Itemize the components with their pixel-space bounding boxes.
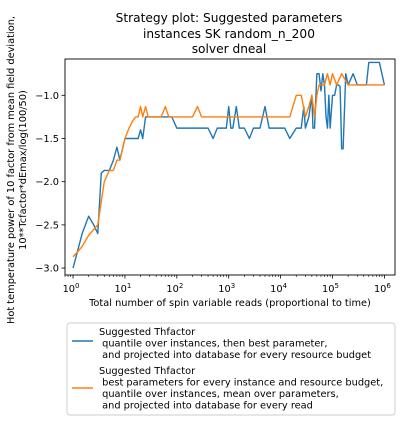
series-lines: [72, 61, 386, 269]
series-line-1: [72, 61, 386, 269]
x-tick-label: 105: [322, 282, 339, 295]
y-axis-label: Hot temperature power of 10 factor from …: [6, 16, 29, 324]
plot-area-frame: [64, 58, 396, 276]
x-axis-label: Total number of spin variable reads (pro…: [88, 298, 371, 309]
legend-box: [66, 322, 396, 416]
legend: Suggested Thfactor quantile over instanc…: [66, 322, 396, 416]
y-tick-label: −2.5: [35, 220, 59, 231]
x-tick-label: 106: [374, 282, 391, 295]
chart-title: Strategy plot: Suggested parameters inst…: [116, 11, 343, 56]
chart-title-line-2: instances SK random_n_200: [143, 27, 315, 41]
y-tick-label: −1.0: [35, 91, 59, 102]
y-tick-label: −1.5: [35, 134, 59, 145]
series-line-2: [72, 72, 385, 258]
chart-title-line-1: Strategy plot: Suggested parameters: [116, 11, 343, 25]
y-tick-label: −3.0: [35, 264, 59, 275]
x-tick-label: 103: [218, 282, 235, 295]
x-tick-label: 101: [114, 282, 131, 295]
y-tick-label: −2.0: [35, 177, 59, 188]
x-tick-label: 100: [63, 282, 80, 295]
y-axis-ticks: −3.0 −2.5 −2.0 −1.5 −1.0: [35, 91, 65, 275]
y-axis-label-line-2: 10**Tcfactor*dEmax/log(100/50): [18, 90, 29, 250]
legend-label-series-1: Suggested Thfactor quantile over instanc…: [99, 327, 371, 361]
x-tick-label: 102: [166, 282, 183, 295]
x-axis-ticks: 100 101 102 103 104 105 106: [63, 275, 391, 295]
chart-title-line-3: solver dneal: [192, 42, 267, 56]
y-axis-label-line-1: Hot temperature power of 10 factor from …: [6, 16, 17, 324]
legend-label-series-2: Suggested Thfactor best parameters for e…: [99, 366, 383, 412]
x-tick-label: 104: [270, 282, 287, 295]
